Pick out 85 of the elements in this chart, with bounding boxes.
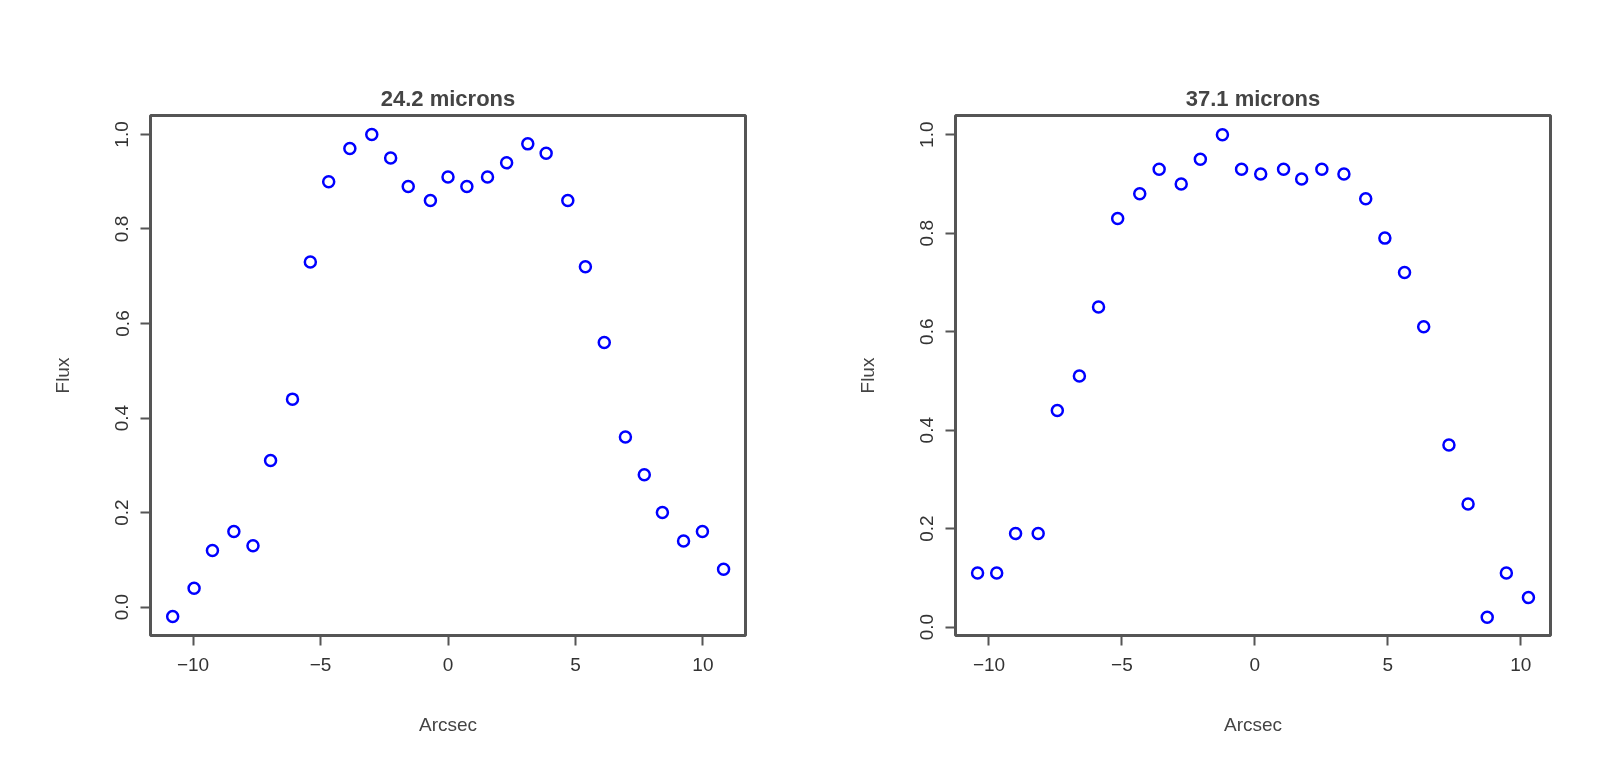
point xyxy=(1315,162,1329,176)
y-axis-title: Flux xyxy=(51,357,73,394)
point xyxy=(285,392,300,406)
point xyxy=(1234,162,1249,176)
x-tick-label: 5 xyxy=(570,653,581,675)
y-tick-label: 0.0 xyxy=(111,593,133,621)
point xyxy=(1416,320,1431,334)
point xyxy=(1499,566,1514,580)
y-tick-label: 0.0 xyxy=(916,613,938,641)
point xyxy=(246,538,260,553)
point xyxy=(1050,403,1065,418)
point xyxy=(263,453,278,468)
x-tick-label: 0 xyxy=(1249,653,1261,675)
point xyxy=(676,534,691,548)
point xyxy=(1397,265,1412,280)
point xyxy=(1072,369,1087,383)
point xyxy=(695,524,710,539)
point xyxy=(1294,172,1309,186)
y-tick-label: 0.2 xyxy=(111,499,133,526)
point xyxy=(383,151,398,165)
point xyxy=(1193,152,1208,167)
point xyxy=(205,543,220,558)
point xyxy=(597,335,612,350)
y-tick-label: 0.8 xyxy=(111,215,133,243)
x-tick-label: −5 xyxy=(309,653,332,675)
chart-title: 37.1 microns xyxy=(1185,85,1321,111)
y-tick-label: 0.4 xyxy=(111,404,133,432)
point xyxy=(561,193,575,208)
point xyxy=(539,146,553,161)
point xyxy=(499,156,514,170)
point xyxy=(1174,177,1188,191)
point xyxy=(303,255,318,269)
point xyxy=(1378,231,1392,245)
x-tick-label: −5 xyxy=(1111,653,1133,675)
y-axis-title: Flux xyxy=(856,357,878,394)
x-tick-label: −10 xyxy=(176,653,210,675)
point xyxy=(521,137,535,151)
point xyxy=(1091,300,1106,314)
x-tick-label: 10 xyxy=(692,653,714,675)
y-tick-label: 1.0 xyxy=(916,121,938,148)
x-tick-label: 5 xyxy=(1382,653,1394,675)
point xyxy=(423,193,438,208)
x-axis-title: Arcsec xyxy=(1223,713,1283,735)
point xyxy=(187,581,201,595)
x-tick-label: 10 xyxy=(1510,653,1532,675)
point xyxy=(1276,162,1291,176)
chart-title: 24.2 microns xyxy=(380,85,516,111)
x-tick-label: 0 xyxy=(442,653,454,675)
y-tick-label: 0.2 xyxy=(916,515,938,542)
point xyxy=(1110,211,1125,226)
point xyxy=(1480,610,1494,625)
point xyxy=(1461,497,1475,511)
point xyxy=(1008,526,1023,541)
point xyxy=(1358,191,1373,206)
point xyxy=(401,179,415,194)
point xyxy=(1152,162,1166,176)
point xyxy=(989,566,1004,580)
point xyxy=(655,505,670,520)
point xyxy=(1253,167,1268,181)
point xyxy=(578,260,593,274)
point xyxy=(480,170,495,184)
x-tick-label: −10 xyxy=(972,653,1006,675)
point xyxy=(970,566,985,580)
point xyxy=(618,430,633,444)
y-tick-label: 1.0 xyxy=(111,121,133,148)
point xyxy=(343,141,357,156)
point xyxy=(1442,438,1456,452)
point xyxy=(165,609,180,624)
y-tick-label: 0.6 xyxy=(916,318,938,345)
point xyxy=(1132,187,1147,201)
point xyxy=(321,174,336,189)
x-axis-title: Arcsec xyxy=(418,713,478,735)
point xyxy=(637,468,652,482)
point xyxy=(227,524,241,539)
point xyxy=(1215,127,1230,142)
y-tick-label: 0.8 xyxy=(916,219,938,247)
y-tick-label: 0.4 xyxy=(916,416,938,444)
point xyxy=(1031,526,1045,541)
point xyxy=(1337,167,1351,181)
point xyxy=(460,179,474,194)
point xyxy=(716,562,731,577)
point xyxy=(1521,590,1536,605)
y-tick-label: 0.6 xyxy=(111,310,133,337)
point xyxy=(365,127,379,142)
point xyxy=(441,170,455,184)
